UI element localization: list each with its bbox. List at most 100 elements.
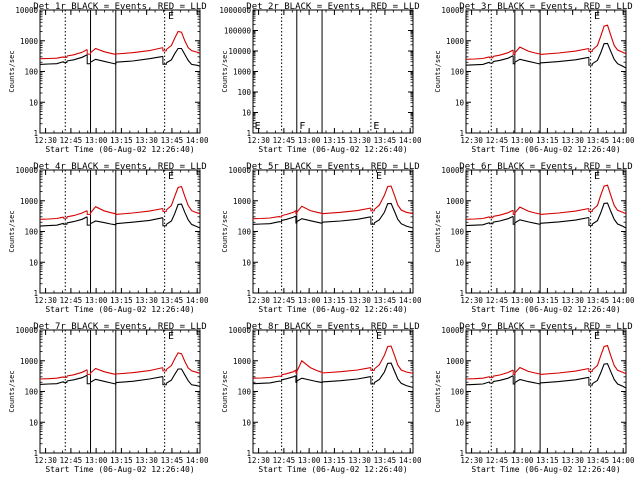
series-line-lld	[465, 56, 490, 60]
interval-marker: E	[255, 121, 261, 132]
x-axis-label: Start Time (06-Aug-02 12:26:40)	[45, 465, 194, 474]
x-tick-label: 13:15	[536, 456, 559, 465]
series-line-lld	[322, 367, 371, 374]
series-gap-lld	[512, 50, 516, 55]
series-gap-events	[512, 55, 516, 65]
x-tick-label: 13:00	[85, 296, 108, 305]
x-tick-label: 12:45	[60, 456, 83, 465]
series-gap-events	[295, 375, 298, 383]
panel-det-4: Det 4r BLACK = Events, RED = LLD 1 10 100 10…	[8, 162, 209, 314]
y-tick-label: 10	[242, 109, 252, 118]
x-tick-label: 14:00	[399, 296, 422, 305]
x-tick-label: 13:45	[161, 456, 184, 465]
plot-frame	[39, 329, 201, 454]
y-tick-label: 1	[246, 449, 251, 458]
series-gap-events	[63, 381, 68, 383]
interval-marker: E	[376, 171, 382, 182]
x-axis-label: Start Time (06-Aug-02 12:26:40)	[258, 305, 407, 314]
panel-title: Det 7r BLACK = Events, RED = LLD	[33, 322, 206, 332]
series-gap-lld	[512, 370, 516, 375]
series-line-lld	[115, 47, 164, 55]
series-gap-events	[63, 222, 68, 225]
y-tick-label: 10000	[228, 47, 251, 56]
y-tick-label: 1	[459, 449, 464, 458]
y-tick-label: 100	[450, 68, 464, 77]
series-gap-events	[162, 56, 167, 65]
x-tick-label: 13:45	[374, 456, 397, 465]
series-line-events	[592, 363, 627, 389]
x-tick-label: 14:00	[399, 456, 422, 465]
panel-det-9: Det 9r BLACK = Events, RED = LLD 1 10 100 10…	[434, 322, 635, 474]
x-tick-label: 13:45	[587, 296, 610, 305]
series-line-lld	[66, 49, 88, 57]
x-tick-label: 12:30	[460, 136, 483, 145]
y-tick-label: 10	[29, 258, 39, 267]
x-tick-label: 13:15	[323, 296, 346, 305]
y-tick-label: 1000	[20, 357, 39, 366]
x-axis-label: Start Time (06-Aug-02 12:26:40)	[258, 145, 407, 154]
y-tick-label: 10000	[441, 6, 464, 15]
x-axis-label: Start Time (06-Aug-02 12:26:40)	[471, 305, 620, 314]
panel-title: Det 3r BLACK = Events, RED = LLD	[459, 2, 632, 12]
x-tick-label: 13:45	[161, 136, 184, 145]
series-line-lld	[90, 47, 116, 55]
series-line-lld	[115, 207, 164, 215]
series-gap-events	[370, 376, 375, 385]
x-tick-label: 12:45	[60, 136, 83, 145]
series-gap-lld	[295, 210, 298, 215]
series-line-lld	[66, 369, 88, 377]
series-line-events	[90, 58, 116, 65]
series-line-lld	[540, 207, 590, 215]
series-line-lld	[373, 185, 414, 215]
x-tick-label: 13:00	[298, 136, 321, 145]
x-tick-label: 13:45	[374, 296, 397, 305]
y-tick-label: 1000	[233, 68, 252, 77]
x-tick-label: 12:45	[273, 296, 296, 305]
interval-marker: E	[594, 11, 600, 22]
y-axis-label: Counts/sec	[434, 50, 442, 92]
series-line-events	[592, 202, 627, 229]
x-axis-label: Start Time (06-Aug-02 12:26:40)	[258, 465, 407, 474]
series-line-lld	[514, 206, 541, 215]
series-gap-lld	[63, 56, 68, 58]
series-gap-events	[279, 220, 283, 223]
series-line-events	[465, 222, 490, 227]
series-gap-lld	[512, 210, 516, 215]
y-tick-label: 10	[29, 98, 39, 107]
series-line-lld	[492, 209, 514, 217]
series-gap-events	[489, 381, 494, 384]
y-tick-label: 10	[455, 258, 465, 267]
series-line-events	[115, 55, 163, 63]
x-tick-label: 13:00	[85, 136, 108, 145]
y-tick-label: 10000	[441, 326, 464, 335]
plot-frame	[465, 329, 627, 454]
y-tick-label: 1	[459, 289, 464, 298]
x-tick-label: 13:30	[561, 296, 584, 305]
panel-title: Det 2r BLACK = Events, RED = LLD	[246, 2, 419, 12]
plot-frame	[39, 169, 201, 294]
x-tick-label: 14:00	[612, 296, 635, 305]
series-line-lld	[39, 376, 64, 380]
series-line-lld	[296, 359, 323, 373]
series-line-lld	[540, 47, 590, 55]
series-line-lld	[115, 367, 164, 375]
x-tick-label: 13:45	[587, 136, 610, 145]
x-tick-label: 12:45	[60, 296, 83, 305]
series-gap-lld	[370, 367, 375, 371]
x-tick-label: 13:00	[511, 296, 534, 305]
series-line-events	[514, 378, 541, 385]
series-line-events	[165, 203, 201, 229]
x-tick-label: 13:15	[536, 136, 559, 145]
plot-frame	[252, 169, 414, 294]
series-gap-events	[295, 216, 298, 224]
plot-frame	[252, 9, 414, 134]
x-tick-label: 14:00	[612, 136, 635, 145]
series-line-lld	[514, 46, 541, 55]
y-tick-label: 10	[29, 418, 39, 427]
y-tick-label: 1000	[20, 197, 39, 206]
x-tick-label: 12:30	[460, 296, 483, 305]
x-axis-label: Start Time (06-Aug-02 12:26:40)	[471, 145, 620, 154]
series-line-lld	[492, 369, 514, 377]
series-line-events	[66, 374, 88, 382]
